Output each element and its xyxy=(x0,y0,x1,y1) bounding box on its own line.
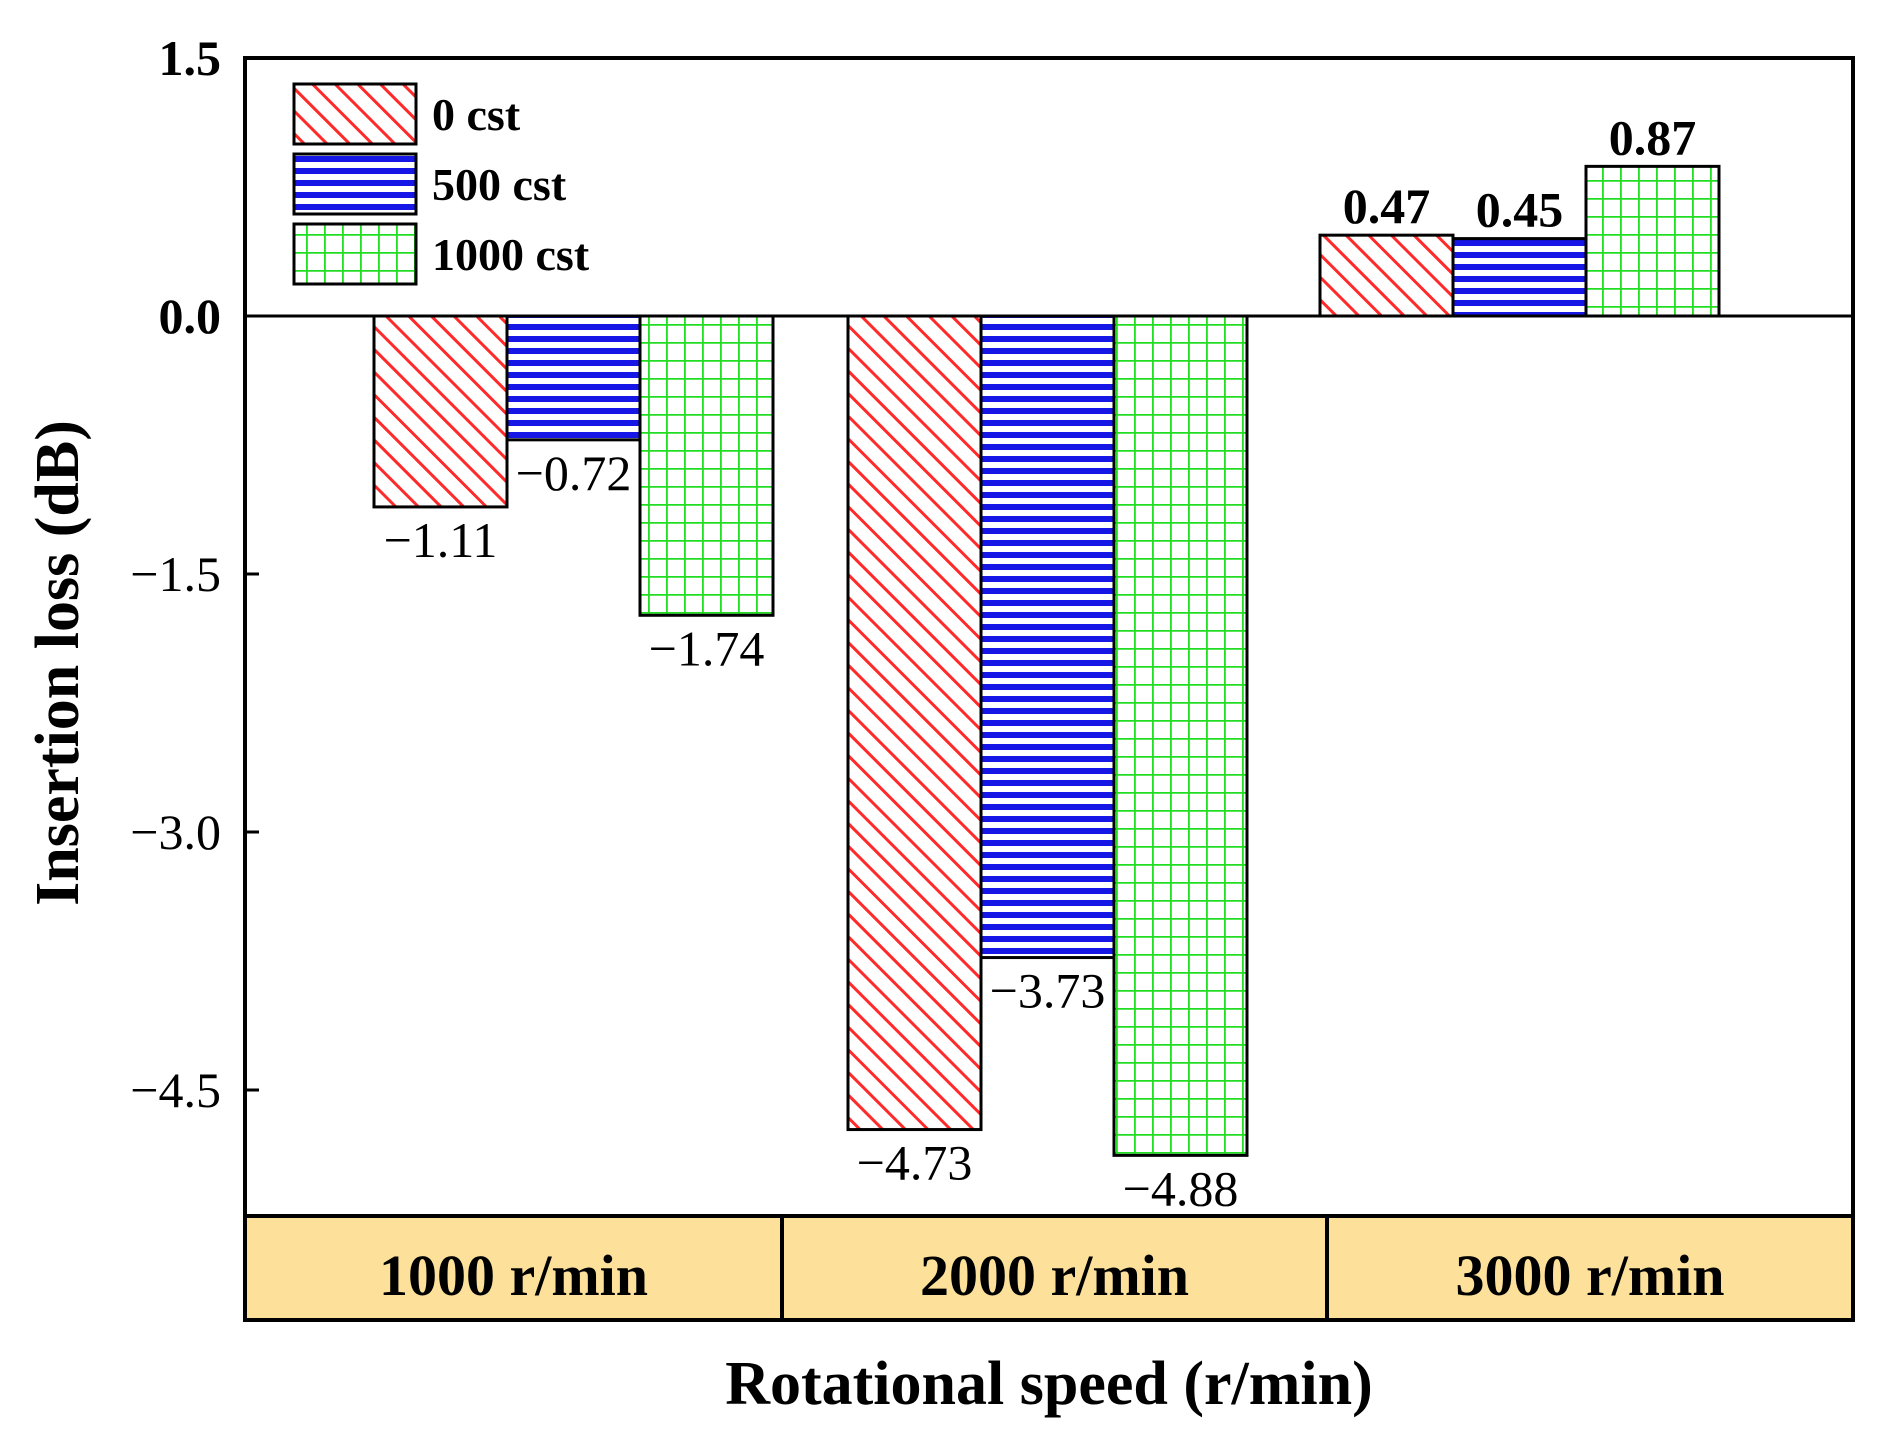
value-label: −4.88 xyxy=(1123,1160,1239,1216)
category-band: 1000 r/min 2000 r/min 3000 r/min xyxy=(245,1214,1853,1320)
bar-500cst-2000 xyxy=(979,314,1116,960)
y-tick-label: −3.0 xyxy=(130,804,221,860)
category-label-1000: 1000 r/min xyxy=(379,1243,648,1308)
legend-swatch-1000cst xyxy=(292,222,418,286)
x-axis-title: Rotational speed (r/min) xyxy=(725,1350,1373,1418)
value-label: −1.74 xyxy=(649,620,765,676)
y-tick-label: −4.5 xyxy=(130,1062,221,1118)
bar-0cst-2000 xyxy=(846,314,983,1132)
category-label-2000: 2000 r/min xyxy=(920,1243,1189,1308)
legend-swatch-500cst xyxy=(292,152,418,216)
legend-label-500cst: 500 cst xyxy=(432,159,567,210)
bar-500cst-3000 xyxy=(1451,237,1588,318)
y-tick-label: 0.0 xyxy=(159,288,222,344)
value-labels: −1.11 −4.73 0.47 −0.72 −3.73 0.45 −1.74 −4.88 0.… xyxy=(384,109,1697,1216)
legend-label-1000cst: 1000 cst xyxy=(432,229,590,280)
value-label: −3.73 xyxy=(990,963,1106,1019)
value-label: 0.45 xyxy=(1476,182,1564,238)
legend-label-0cst: 0 cst xyxy=(432,89,521,140)
value-label: −0.72 xyxy=(516,445,632,501)
bar-0cst-1000 xyxy=(372,314,509,509)
value-label: 0.87 xyxy=(1609,109,1697,165)
bar-1000cst-1000 xyxy=(638,314,775,617)
y-tick-label: −1.5 xyxy=(130,546,221,602)
legend: 0 cst 500 cst 1000 cst xyxy=(292,82,590,286)
legend-swatch-0cst xyxy=(292,82,418,146)
value-label: −4.73 xyxy=(857,1135,973,1191)
y-tick-label: 1.5 xyxy=(159,30,222,86)
category-band-dividers xyxy=(245,1214,1853,1320)
bar-1000cst-3000 xyxy=(1584,164,1721,318)
value-label: −1.11 xyxy=(384,512,498,568)
category-label-3000: 3000 r/min xyxy=(1455,1243,1724,1308)
category-band-background xyxy=(245,1216,1853,1320)
y-axis-ticks: 1.5 0.0 −1.5 −3.0 −4.5 xyxy=(130,30,259,1118)
bar-1000cst-2000 xyxy=(1112,314,1249,1157)
value-label: 0.47 xyxy=(1343,178,1431,234)
bar-500cst-1000 xyxy=(505,314,642,442)
bar-0cst-3000 xyxy=(1318,233,1455,318)
y-axis-title: Insertion loss (dB) xyxy=(24,420,92,906)
plot-frame xyxy=(243,56,1855,1322)
